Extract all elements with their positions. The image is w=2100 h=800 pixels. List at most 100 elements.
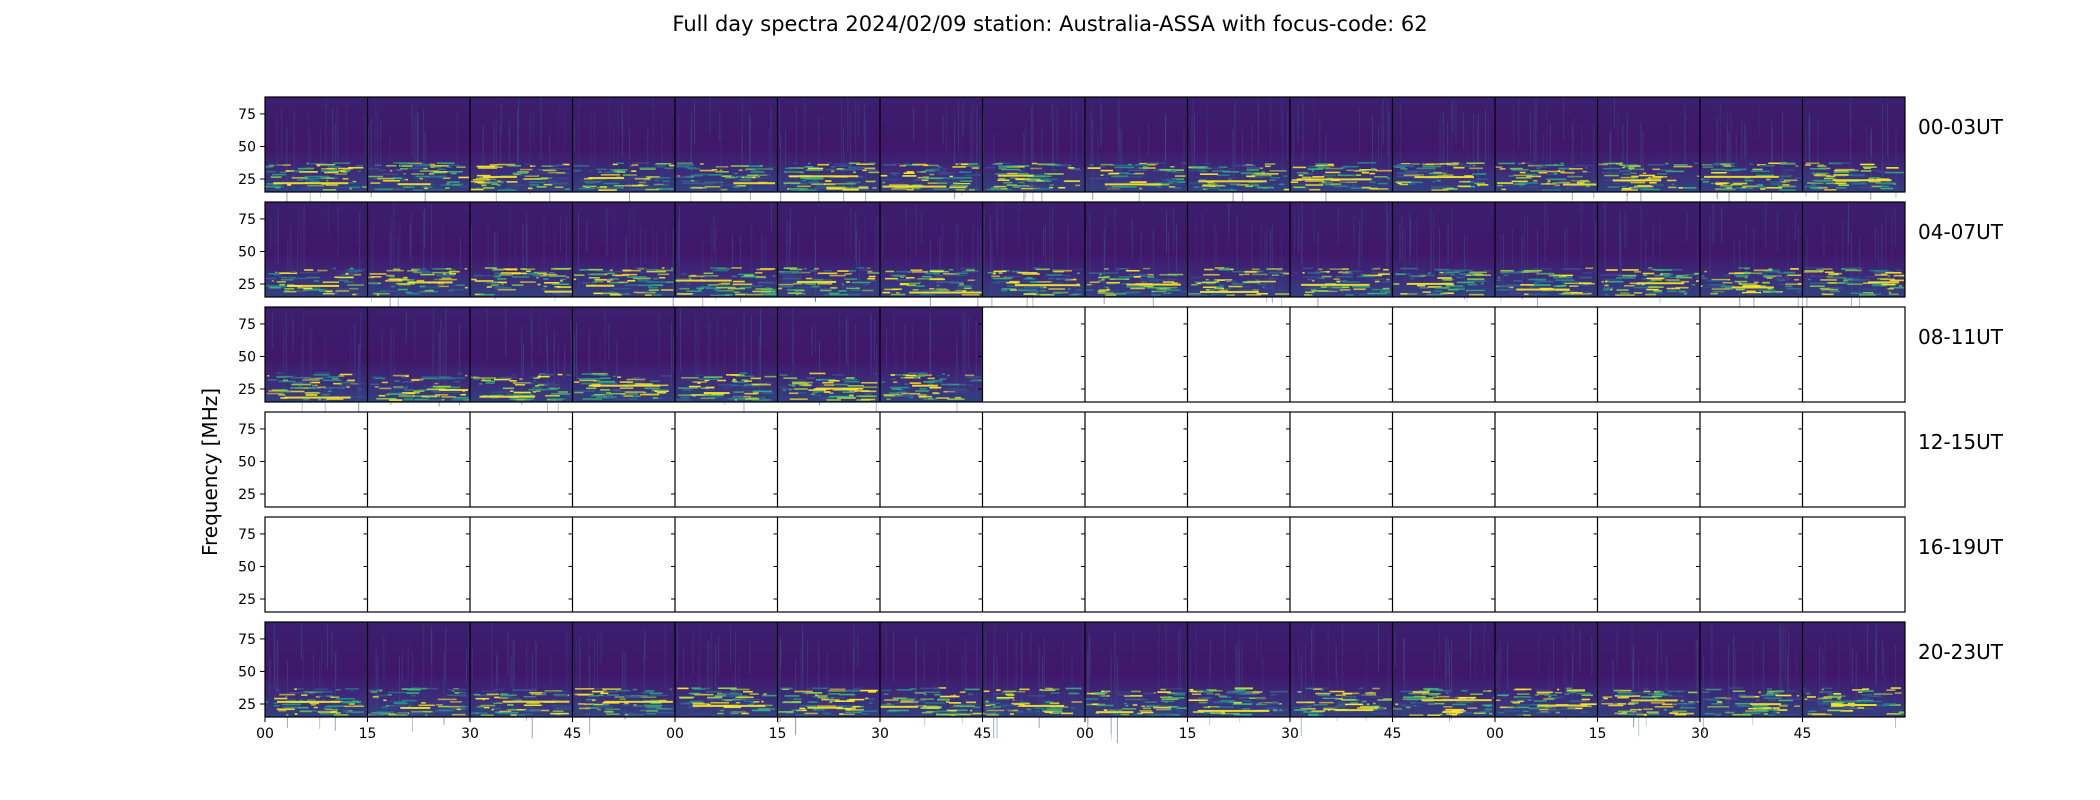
spectrogram-rfi — [925, 168, 941, 171]
spectrogram-rfi — [824, 396, 834, 399]
spectrogram-rfi — [1335, 280, 1348, 282]
spectrogram-rfi — [1261, 173, 1279, 175]
spectrogram-rfi — [1393, 283, 1400, 285]
spectrogram-rfi — [499, 696, 512, 698]
spectrogram-rfi — [1802, 690, 1810, 693]
spectrogram-rfi — [917, 176, 929, 179]
spectrogram-streak — [482, 125, 484, 193]
spectrogram-rfi — [592, 373, 606, 376]
spectrogram-rfi — [437, 168, 446, 171]
spectrogram-rfi — [1766, 277, 1773, 279]
spectrogram-rfi — [1187, 294, 1208, 296]
spectrogram-rfi — [1756, 186, 1765, 188]
spectrogram-rfi — [622, 703, 630, 706]
spectrogram-rfi — [1515, 704, 1532, 706]
spectrogram-rfi — [743, 700, 754, 703]
spectrogram-rfi — [445, 187, 450, 189]
spectrogram-rfi — [1679, 291, 1688, 294]
spectrogram-rfi — [321, 288, 328, 290]
spectrogram-rfi — [744, 392, 758, 395]
spectrogram-rfi — [1192, 711, 1205, 713]
spectrogram-streak — [1512, 228, 1514, 264]
spectrogram-rfi — [1424, 173, 1444, 176]
spectrogram-rfi — [852, 705, 861, 708]
spectrogram-rfi — [851, 281, 871, 284]
spectrogram-streak — [543, 219, 545, 284]
spectrogram-rfi — [941, 383, 960, 386]
spectrogram-rfi — [348, 270, 362, 272]
spectrogram-rfi — [598, 382, 617, 384]
spectrogram-rfi — [904, 376, 921, 379]
spectrogram-rfi — [814, 694, 818, 696]
spectrogram-rfi — [924, 164, 929, 166]
spectrogram-streak — [1609, 132, 1611, 175]
spectrogram-streak — [661, 122, 663, 182]
spectrogram-rfi — [1176, 687, 1182, 690]
spectrogram-rfi — [1561, 707, 1576, 710]
spectrogram-rfi — [1355, 174, 1362, 176]
spectrogram-rfi — [907, 284, 917, 287]
spectrogram-rfi — [1521, 162, 1525, 165]
spectrogram-rfi — [1386, 278, 1390, 281]
spectrogram-streak — [1195, 220, 1197, 265]
spectrogram-streak — [718, 635, 720, 675]
spectrogram-rfi — [742, 690, 753, 693]
spectrogram-rfi — [739, 381, 749, 384]
spectrogram-rfi — [284, 290, 290, 293]
spectrogram-rfi — [1212, 170, 1230, 172]
spectrogram-rfi — [457, 372, 463, 375]
spectrogram-rfi — [303, 287, 313, 290]
spectrogram-rfi — [346, 182, 355, 184]
spectrogram-rfi — [796, 391, 807, 394]
spectrogram-rfi — [1860, 182, 1865, 184]
spectrogram-streak — [818, 116, 820, 202]
spectrogram-streak — [509, 207, 511, 270]
spectrogram-rfi — [1828, 274, 1840, 277]
spectrogram-rfi — [1645, 293, 1657, 296]
spectrogram-streak — [1302, 101, 1304, 161]
spectrogram-rfi — [937, 374, 940, 377]
spectrogram-streak — [1870, 126, 1872, 157]
spectrogram-rfi — [921, 289, 930, 292]
spectrogram-rfi — [917, 394, 927, 396]
spectrogram-rfi — [715, 694, 727, 697]
spectrogram-rfi — [1607, 186, 1620, 188]
spectrogram-rfi — [1516, 706, 1530, 709]
spectrogram-rfi — [369, 273, 387, 275]
spectrogram-streak — [893, 314, 895, 352]
spectrogram-rfi — [848, 162, 861, 165]
spectrogram-rfi — [1621, 189, 1638, 191]
spectrogram-rfi — [1452, 165, 1472, 168]
spectrogram-rfi — [1724, 274, 1731, 277]
spectrogram-streak — [445, 307, 447, 390]
spectrogram-rfi — [741, 386, 762, 388]
spectrogram-streak — [594, 641, 596, 685]
spectrogram-rfi — [1319, 689, 1325, 691]
spectrogram-streak — [1838, 636, 1840, 702]
spectrogram-rfi — [1871, 169, 1876, 172]
spectrogram-rfi — [1836, 187, 1847, 189]
spectrogram-streak — [277, 207, 279, 265]
spectrogram-rfi — [956, 288, 964, 290]
spectrogram-rfi — [1707, 699, 1720, 702]
spectrogram-rfi — [605, 690, 619, 693]
spectrogram-streak — [1463, 112, 1465, 150]
spectrogram-rfi — [743, 384, 758, 386]
spectrogram-rfi — [1564, 693, 1570, 695]
spectrogram-rfi — [1830, 162, 1843, 165]
spectrogram-rfi — [491, 281, 508, 284]
spectrogram-rfi — [1673, 164, 1688, 166]
spectrogram-streak — [874, 320, 876, 361]
spectrogram-streak — [1784, 626, 1786, 683]
spectrogram-rfi — [808, 389, 826, 391]
spectrogram-rfi — [351, 711, 360, 714]
spectrogram-rfi — [1174, 175, 1186, 177]
spectrogram-streak — [811, 326, 813, 357]
spectrogram-rfi — [370, 182, 381, 184]
spectrogram-rfi — [1160, 700, 1175, 702]
spectrogram-rfi — [949, 186, 967, 189]
spectrogram-rfi — [1375, 169, 1393, 172]
spectrogram-rfi — [1886, 689, 1896, 691]
spectrogram-rfi — [335, 173, 348, 175]
spectrogram-rfi-line — [273, 182, 349, 185]
